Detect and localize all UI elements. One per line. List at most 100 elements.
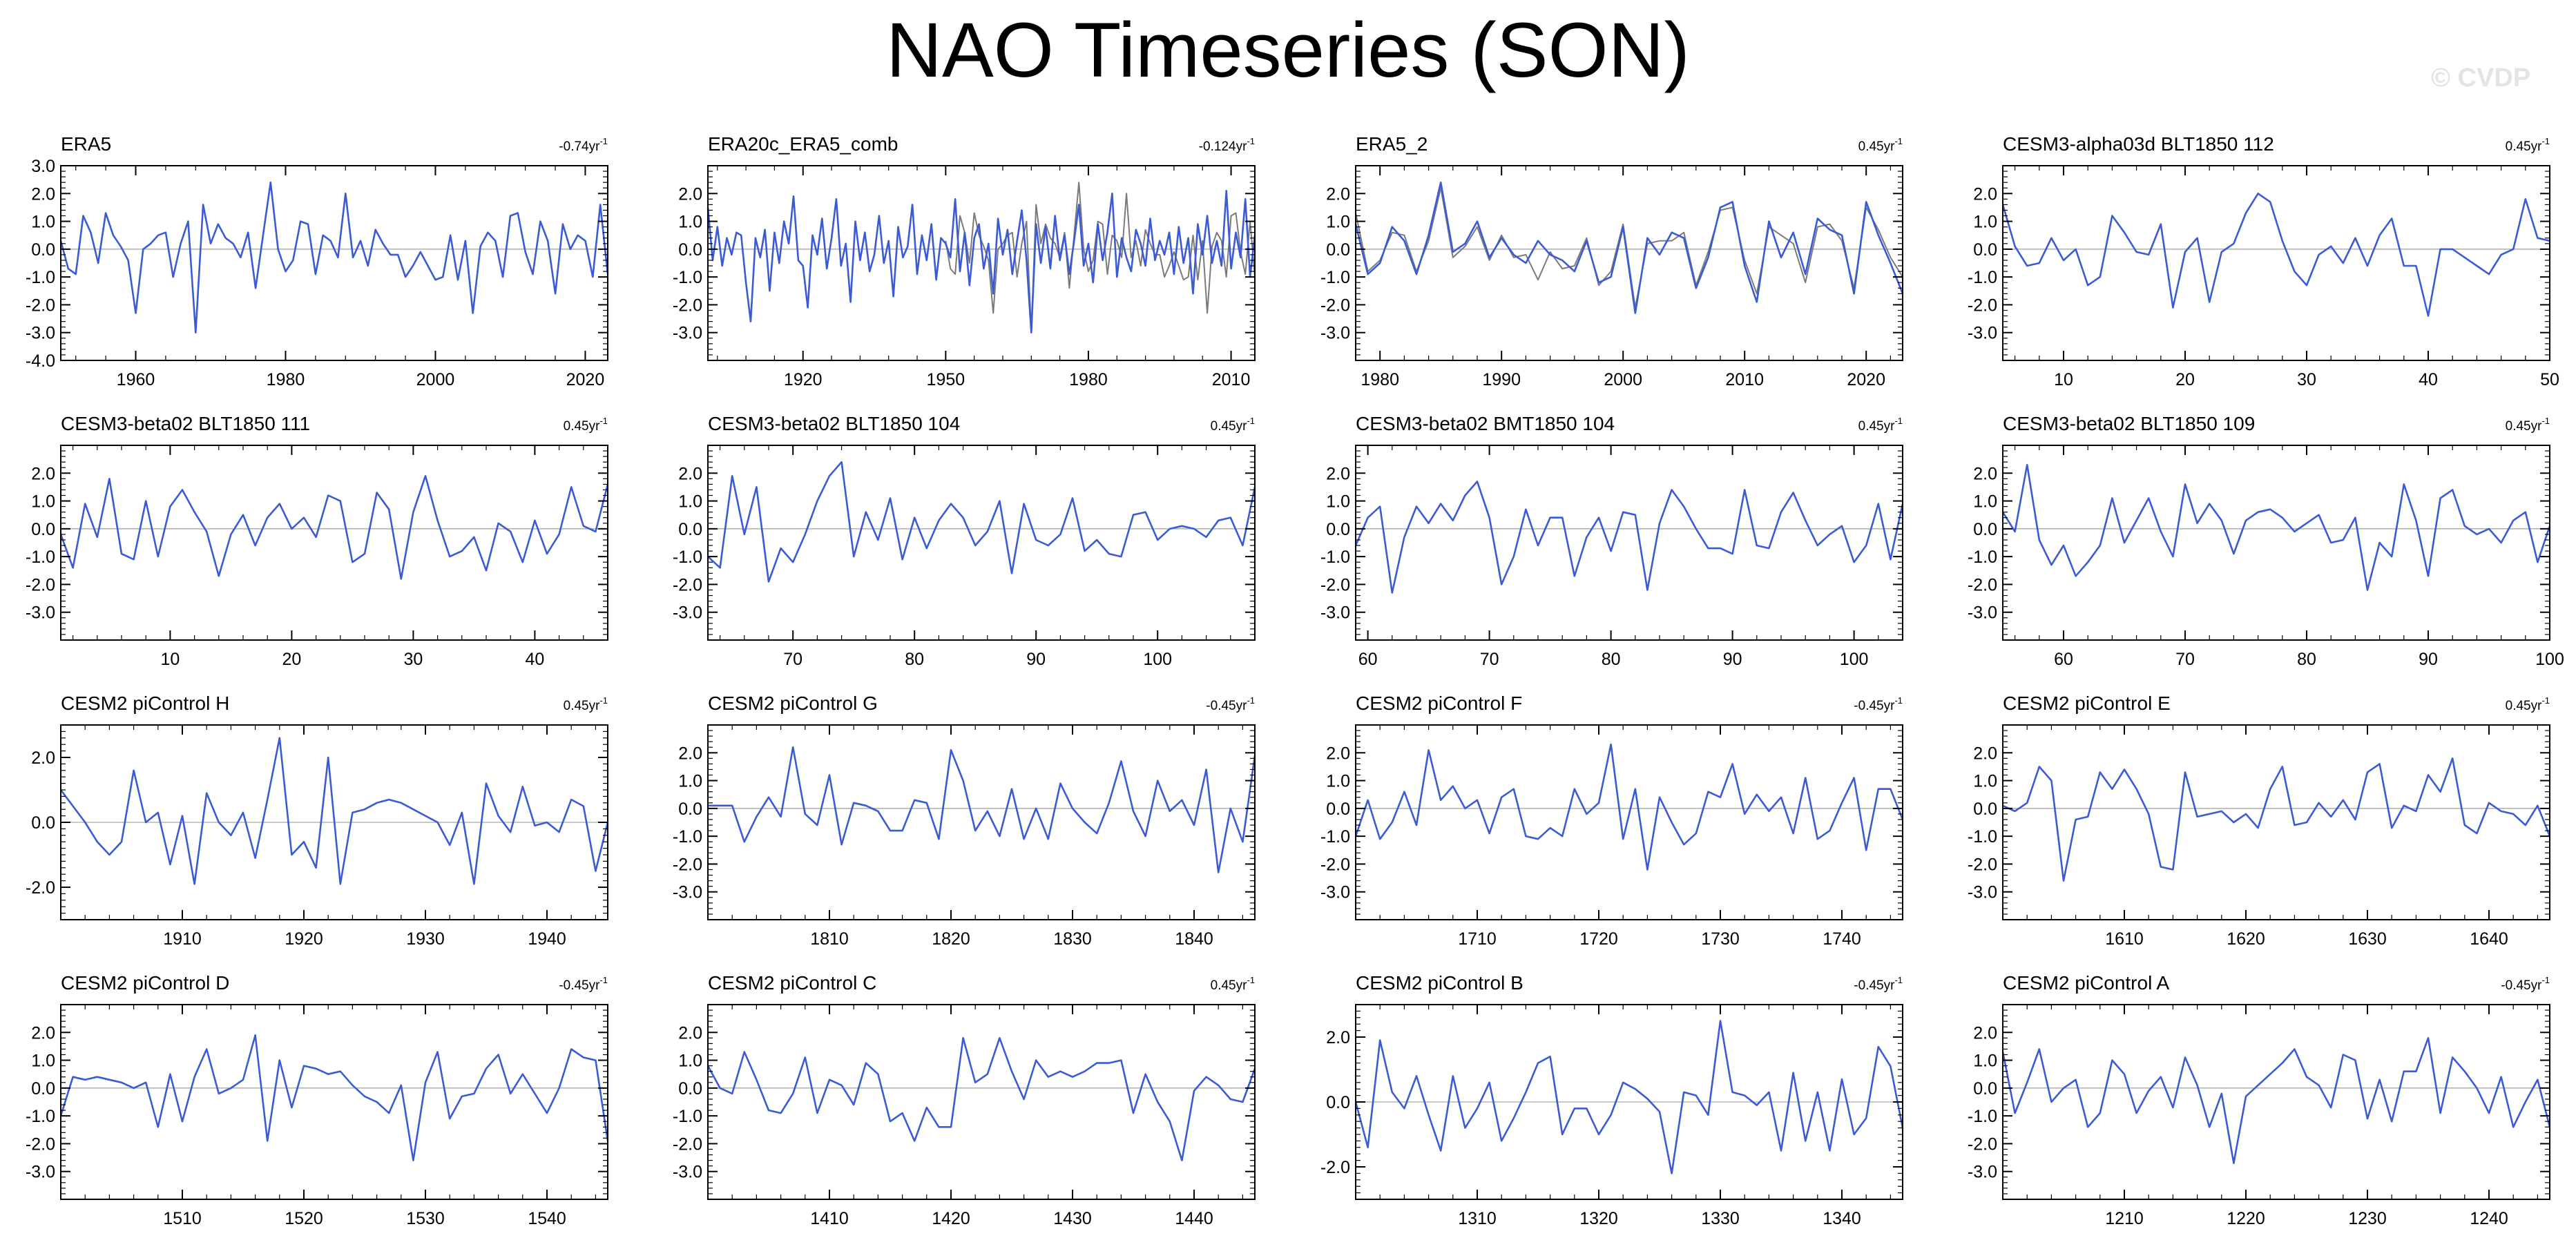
panel-title: ERA20c_ERA5_comb [708,133,898,155]
panel-title: ERA5 [61,133,111,155]
y-tick-label: 0.0 [1973,800,1997,819]
plot-frame [1355,445,1903,641]
x-tick-label: 1980 [267,370,305,389]
model-series-line [59,181,609,334]
y-tick-label: -3.0 [26,1163,55,1182]
x-tick-label: 1990 [1482,370,1521,389]
y-tick-label: 2.0 [1973,1023,1997,1043]
y-tick-label: 0.0 [678,1079,702,1099]
y-tick-label: -3.0 [1968,603,1997,623]
x-tick-label: 1430 [1053,1209,1092,1228]
y-tick-label: -2.0 [26,1134,55,1154]
y-tick-label: -2.0 [1320,855,1350,874]
y-tick-label: 1.0 [678,213,702,232]
y-tick-label: 0.0 [1973,520,1997,539]
y-tick-label: -1.0 [26,548,55,567]
trend-label: 0.45yr-1 [1858,416,1903,434]
model-series-line [59,1034,609,1161]
x-tick-label: 1720 [1579,929,1618,949]
x-tick-label: 1960 [117,370,155,389]
x-tick-label: 1310 [1458,1209,1497,1228]
y-tick-label: 2.0 [1973,184,1997,204]
y-tick-label: 0.0 [1326,240,1350,260]
y-tick-label: 1.0 [1326,772,1350,791]
model-series-line [1354,743,1904,871]
x-tick-label: 90 [2419,650,2438,669]
panel-title: ERA5_2 [1356,133,1428,155]
y-tick-label: -2.0 [1968,855,1997,874]
model-series-line [2001,463,2551,591]
y-tick-label: 0.0 [678,240,702,260]
y-tick-label: 0.0 [1326,800,1350,819]
panel-15: -2.0 0.0 2.0 1310 1320 1330 1340 CESM2 piContro… [1320,972,1904,1228]
x-tick-label: 80 [905,650,924,669]
model-series-line [707,1037,1256,1161]
y-tick-label: -1.0 [26,1107,55,1126]
plot-frame [1355,165,1903,361]
x-tick-label: 1930 [406,929,445,949]
x-tick-label: 1410 [810,1209,849,1228]
x-tick-label: 100 [2535,650,2564,669]
panel-16: -3.0 -2.0 -1.0 0.0 1.0 2.0 1210 1220 1230 1240 CES… [1968,972,2551,1228]
x-tick-label: 1520 [285,1209,323,1228]
trend-label: 0.45yr-1 [564,416,608,434]
y-tick-label: -2.0 [673,296,702,315]
panel-title: CESM2 piControl E [2003,693,2171,714]
plot-frame [707,1004,1256,1200]
y-tick-label: -3.0 [673,1163,702,1182]
x-tick-label: 1610 [2105,929,2144,949]
y-tick-label: -1.0 [1968,548,1997,567]
panel-title: CESM3-beta02 BLT1850 111 [61,413,310,434]
trend-label: 0.45yr-1 [1211,416,1255,434]
y-tick-label: 1.0 [678,772,702,791]
x-tick-label: 100 [1840,650,1869,669]
x-tick-label: 60 [1358,650,1378,669]
x-tick-label: 2000 [1604,370,1642,389]
x-tick-label: 1510 [163,1209,202,1228]
panel-11: -3.0 -2.0 -1.0 0.0 1.0 2.0 1710 1720 1730 1740 CES… [1320,693,1904,949]
y-tick-label: -1.0 [673,268,702,287]
x-tick-label: 1980 [1361,370,1399,389]
model-series-line [707,189,1256,334]
x-tick-label: 1530 [406,1209,445,1228]
x-tick-label: 1230 [2348,1209,2387,1228]
y-tick-label: -2.0 [26,878,55,898]
x-tick-label: 80 [1602,650,1621,669]
y-tick-label: 0.0 [1973,1079,1997,1099]
y-tick-label: -3.0 [1320,324,1350,343]
y-tick-label: -1.0 [26,268,55,287]
watermark-text: © CVDP [2431,64,2531,93]
y-tick-label: -1.0 [1968,1107,1997,1126]
y-tick-label: 0.0 [31,240,55,260]
y-tick-label: -3.0 [26,324,55,343]
x-tick-label: 100 [1143,650,1172,669]
x-tick-label: 30 [403,650,423,669]
y-tick-label: 1.0 [31,492,55,512]
panel-title: CESM2 piControl F [1356,693,1522,714]
model-series-line [707,461,1256,583]
y-tick-label: -3.0 [1968,1163,1997,1182]
plot-frame [60,165,608,361]
y-tick-label: 0.0 [31,520,55,539]
y-tick-label: -1.0 [673,1107,702,1126]
y-tick-label: -1.0 [1968,268,1997,287]
y-tick-label: -1.0 [1968,827,1997,846]
panel-title: CESM2 piControl D [61,972,229,994]
trend-label: -0.124yr-1 [1199,136,1255,154]
panel-7: -3.0 -2.0 -1.0 0.0 1.0 2.0 60 70 80 90 100 CESM3-be… [1320,413,1904,669]
x-tick-label: 1620 [2227,929,2265,949]
x-tick-label: 1950 [927,370,965,389]
x-tick-label: 1980 [1069,370,1108,389]
y-tick-label: -1.0 [1320,268,1350,287]
x-tick-label: 60 [2054,650,2073,669]
x-tick-label: 2000 [416,370,455,389]
y-tick-label: -1.0 [1320,548,1350,567]
y-tick-label: 1.0 [678,1052,702,1071]
x-tick-label: 1220 [2227,1209,2265,1228]
y-tick-label: -2.0 [673,855,702,874]
y-tick-label: -3.0 [673,324,702,343]
panel-9: -2.0 0.0 2.0 1910 1920 1930 1940 CESM2 piContro… [26,693,609,949]
plot-frame [2002,1004,2550,1200]
page-title: NAO Timeseries (SON) [886,7,1690,93]
y-tick-label: 2.0 [678,184,702,204]
